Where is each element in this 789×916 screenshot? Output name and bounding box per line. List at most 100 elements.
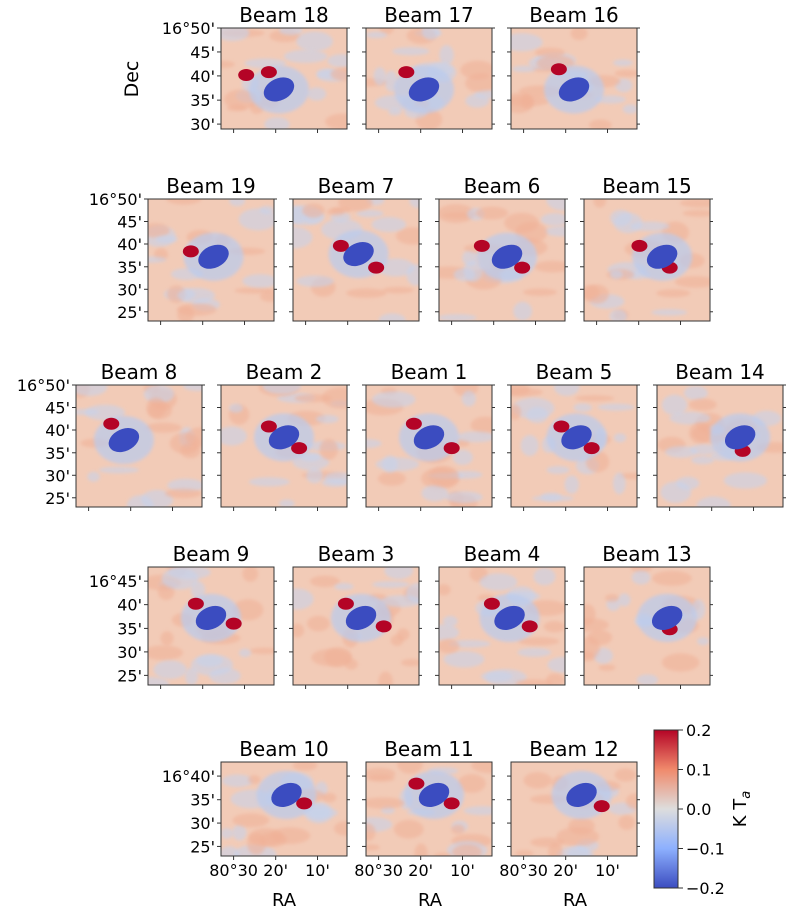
y-tick-label: 45' (117, 213, 142, 232)
noise-blob (371, 217, 407, 232)
panel-frame (220, 384, 348, 508)
noise-blob (570, 28, 588, 41)
noise-blob (371, 391, 416, 408)
colorbar-tick-label: 0.0 (686, 800, 711, 819)
noise-blob (164, 488, 202, 499)
panel-title: Beam 7 (318, 174, 395, 198)
noise-blob (228, 403, 243, 413)
noise-blob (330, 67, 347, 81)
noise-blob (465, 73, 492, 93)
noise-blob (87, 471, 100, 482)
map-texture (366, 762, 492, 856)
y-tick-label: 35' (117, 619, 142, 638)
noise-blob (302, 203, 325, 218)
panel-title: Beam 8 (101, 360, 178, 384)
negative-core (494, 605, 525, 630)
noise-blob (428, 465, 459, 487)
positive-lobe (296, 797, 313, 810)
noise-blob (584, 637, 600, 659)
noise-blob (597, 403, 635, 411)
noise-blob (553, 385, 580, 397)
beam-panel: Beam 3 (289, 542, 422, 689)
y-tick-label: 30' (117, 280, 142, 299)
positive-lobe (631, 239, 648, 252)
map-texture (221, 28, 347, 129)
positive-lobe (473, 239, 490, 252)
noise-blob (439, 45, 454, 66)
beam-panel: Beam 1 (362, 360, 495, 511)
noise-blob (327, 208, 345, 216)
panel-frame (438, 566, 566, 686)
panel-title: Beam 9 (173, 542, 250, 566)
noise-blob (183, 385, 202, 391)
beam-panel: Beam 10 16°40' 35' 30' 25' 80°30 20' 10' (162, 737, 350, 880)
noise-blob (221, 828, 234, 839)
noise-blob (293, 226, 313, 249)
noise-blob (604, 594, 619, 602)
noise-blob (683, 385, 708, 401)
x-tick-label: 80°30 (354, 861, 403, 880)
noise-blob (652, 570, 692, 586)
noise-blob (397, 762, 423, 774)
noise-blob (380, 595, 419, 608)
negative-core (198, 244, 229, 269)
noise-blob (479, 573, 518, 591)
noise-blob (327, 54, 347, 68)
noise-blob (160, 631, 174, 646)
noise-blob (609, 269, 623, 280)
noise-blob (463, 806, 492, 816)
y-tick-label: 45' (45, 399, 70, 418)
y-tick-label: 40' (117, 596, 142, 615)
negative-core (413, 425, 445, 450)
positive-lobe (238, 69, 255, 82)
noise-blob (547, 656, 565, 673)
noise-blob (384, 567, 414, 580)
map-texture (511, 28, 637, 129)
x-tick-label: 10' (450, 861, 475, 880)
noise-blob (613, 433, 627, 443)
map-texture (293, 199, 419, 321)
beam-panel: Beam 15 (580, 174, 713, 325)
panel-frame (656, 384, 784, 508)
map-texture (584, 567, 710, 685)
colorbar-label: K Ta (730, 791, 754, 828)
panel-title: Beam 3 (318, 542, 395, 566)
noise-blob (661, 394, 688, 416)
beam-panel: Beam 8 16°50' 45' 40' 35' 30' 25' (17, 360, 205, 511)
map-texture (657, 385, 783, 507)
noise-blob (613, 212, 643, 234)
positive-lobe (103, 417, 120, 430)
noise-blob (421, 28, 440, 40)
noise-blob (378, 313, 406, 321)
y-tick-label: 16°50' (162, 19, 215, 38)
noise-blob (322, 792, 337, 803)
positive-lobe (260, 66, 277, 79)
beam-panel: Beam 14 (653, 360, 786, 511)
noise-blob (452, 449, 473, 465)
noise-blob (584, 285, 600, 300)
y-tick-label: 16°50' (89, 190, 142, 209)
map-texture (439, 199, 565, 321)
noise-blob (689, 398, 717, 411)
noise-blob (564, 475, 579, 494)
map-texture (515, 768, 637, 856)
beam-panel: Beam 19 16°50' 45' 40' 35' 30' 25' (89, 174, 277, 325)
noise-blob (392, 47, 430, 56)
noise-blob (221, 28, 250, 41)
noise-blob (356, 209, 384, 218)
colorbar-tick-label: 0.1 (686, 761, 711, 780)
panel-frame (75, 384, 203, 508)
noise-blob (463, 260, 483, 282)
noise-blob (636, 674, 659, 685)
noise-blob (334, 583, 354, 591)
y-tick-label: 25' (117, 303, 142, 322)
noise-blob (595, 95, 626, 104)
y-tick-label: 35' (190, 91, 215, 110)
noise-blob (382, 286, 414, 294)
noise-blob (190, 581, 206, 599)
colorbar-tick-label: −0.2 (686, 879, 725, 898)
noise-blob (293, 588, 314, 610)
panel-title: Beam 17 (384, 3, 474, 27)
noise-blob (439, 314, 477, 321)
